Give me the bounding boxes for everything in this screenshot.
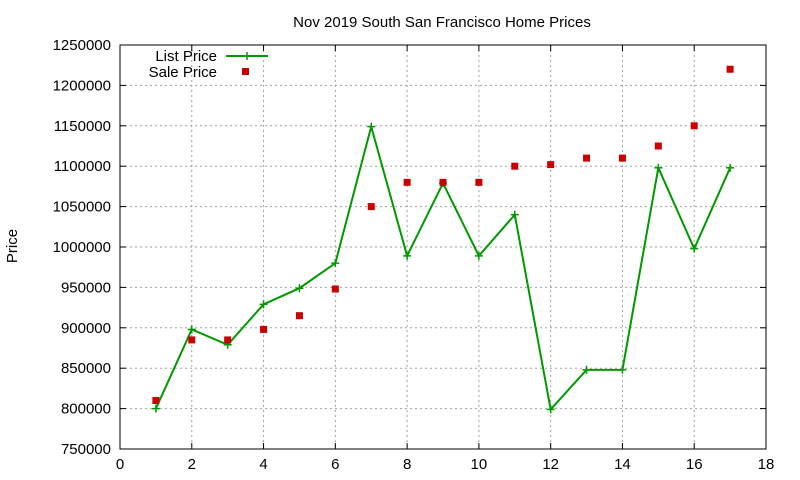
series-line-list-price — [154, 122, 732, 412]
data-point-list-price — [331, 259, 340, 268]
y-tick-label: 1000000 — [53, 239, 111, 256]
data-point-sale-price — [547, 161, 555, 169]
data-point-sale-price — [188, 336, 196, 344]
data-point-list-price — [654, 163, 663, 172]
x-tick-label: 10 — [471, 456, 488, 473]
y-axis-label: Price — [4, 229, 21, 263]
data-point-list-price — [367, 122, 376, 131]
y-tick-label: 750000 — [61, 441, 111, 458]
legend-marker-list-price — [243, 52, 251, 60]
data-point-sale-price — [295, 312, 303, 320]
data-point-list-price — [510, 210, 519, 219]
data-point-list-price — [403, 251, 412, 260]
y-tick-label: 1200000 — [53, 77, 111, 94]
legend: List Price Sale Price — [149, 48, 268, 81]
data-point-sale-price — [439, 178, 447, 186]
data-point-sale-price — [224, 336, 232, 344]
data-point-list-price — [690, 244, 699, 253]
x-tick-label: 16 — [686, 456, 703, 473]
grid — [120, 45, 766, 449]
y-axis-ticks: 750000 800000 850000 900000 950000 1000000 105… — [53, 37, 766, 458]
data-point-list-price — [187, 325, 196, 334]
x-tick-label: 12 — [542, 456, 559, 473]
y-tick-label: 1250000 — [53, 37, 111, 54]
y-tick-label: 1150000 — [54, 118, 111, 135]
data-point-sale-price — [331, 285, 339, 293]
x-tick-label: 2 — [188, 456, 196, 473]
data-point-sale-price — [475, 178, 483, 186]
data-point-list-price — [582, 365, 591, 374]
x-axis-ticks: 0 2 4 6 8 10 12 14 16 18 — [116, 45, 775, 473]
x-tick-label: 4 — [259, 456, 267, 473]
x-tick-label: 8 — [403, 456, 411, 473]
legend-marker-sale-price — [242, 68, 249, 75]
data-point-sale-price — [654, 142, 662, 150]
x-tick-label: 6 — [331, 456, 339, 473]
y-tick-label: 1050000 — [53, 199, 111, 216]
data-point-list-price — [474, 251, 483, 260]
data-point-sale-price — [511, 162, 519, 170]
data-point-sale-price — [367, 203, 375, 211]
y-tick-label: 1100000 — [54, 158, 111, 175]
y-tick-label: 800000 — [61, 401, 111, 418]
data-point-list-price — [151, 404, 160, 413]
x-tick-label: 18 — [758, 456, 775, 473]
data-point-sale-price — [726, 65, 734, 73]
y-tick-label: 950000 — [61, 279, 111, 296]
legend-label-sale-price: Sale Price — [149, 64, 217, 81]
data-point-list-price — [546, 405, 555, 414]
y-tick-label: 900000 — [61, 320, 111, 337]
x-tick-label: 14 — [614, 456, 631, 473]
data-point-sale-price — [152, 397, 160, 405]
data-point-list-price — [259, 300, 268, 309]
data-point-sale-price — [690, 122, 698, 130]
series — [151, 65, 735, 414]
data-point-list-price — [726, 163, 735, 172]
y-tick-label: 850000 — [61, 360, 111, 377]
data-point-list-price — [618, 365, 627, 374]
chart-title: Nov 2019 South San Francisco Home Prices — [293, 14, 591, 31]
legend-plus-list-price — [243, 52, 251, 60]
data-point-sale-price — [260, 325, 268, 333]
legend-label-list-price: List Price — [155, 48, 217, 65]
x-tick-label: 0 — [116, 456, 124, 473]
plot-frame — [119, 44, 767, 450]
data-point-sale-price — [583, 154, 591, 162]
data-point-sale-price — [618, 154, 626, 162]
data-point-list-price — [295, 284, 304, 293]
data-point-sale-price — [403, 178, 411, 186]
